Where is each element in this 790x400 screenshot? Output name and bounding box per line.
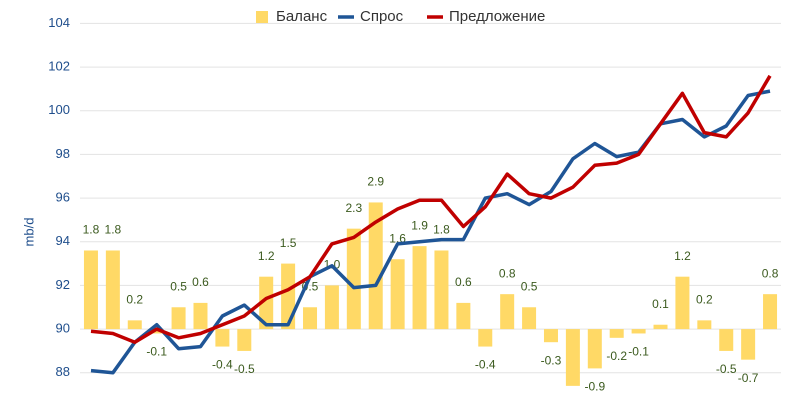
data-label: -0.1 bbox=[628, 345, 649, 359]
data-label: 1.2 bbox=[674, 249, 691, 263]
bar bbox=[149, 329, 164, 334]
bar bbox=[259, 276, 274, 330]
y-tick-label: 92 bbox=[56, 277, 70, 292]
bar bbox=[631, 329, 646, 334]
bar bbox=[719, 329, 734, 351]
line bbox=[90, 89, 771, 375]
data-label: 1.9 bbox=[411, 218, 428, 232]
data-label: 1.8 bbox=[433, 223, 450, 237]
data-label: -0.5 bbox=[716, 362, 737, 376]
data-label: 0.5 bbox=[521, 279, 538, 293]
data-label: 1.8 bbox=[83, 223, 100, 237]
data-label: -0.2 bbox=[606, 349, 627, 363]
bar bbox=[105, 250, 120, 330]
bar bbox=[653, 324, 668, 330]
bar bbox=[587, 329, 602, 369]
bar bbox=[281, 263, 296, 330]
bar bbox=[193, 302, 208, 330]
y-tick-label: 96 bbox=[56, 190, 70, 205]
bar bbox=[675, 276, 690, 330]
data-label: -0.3 bbox=[541, 353, 562, 367]
legend-label: Баланс bbox=[276, 8, 328, 25]
y-tick-label: 104 bbox=[48, 15, 70, 30]
bar bbox=[346, 228, 361, 330]
data-label: 0.2 bbox=[696, 293, 713, 307]
bar bbox=[324, 285, 339, 330]
legend-label: Спрос bbox=[360, 8, 404, 25]
bar bbox=[215, 329, 230, 347]
data-label: 1.5 bbox=[280, 236, 297, 250]
y-tick-label: 88 bbox=[56, 364, 70, 379]
legend-label: Предложение bbox=[449, 8, 545, 25]
bar bbox=[456, 302, 471, 330]
y-tick-label: 100 bbox=[48, 102, 70, 117]
data-label: 0.6 bbox=[455, 275, 472, 289]
data-label: -0.4 bbox=[212, 358, 233, 372]
bar bbox=[478, 329, 493, 347]
data-label: -0.4 bbox=[475, 358, 496, 372]
data-label: 2.9 bbox=[367, 175, 384, 189]
bar bbox=[741, 329, 756, 360]
y-tick-label: 98 bbox=[56, 146, 70, 161]
data-label: 2.3 bbox=[345, 201, 362, 215]
bar bbox=[368, 202, 383, 330]
y-axis-label: mb/d bbox=[21, 218, 36, 247]
data-label: -0.9 bbox=[584, 380, 605, 394]
data-label: -0.5 bbox=[234, 362, 255, 376]
bar bbox=[303, 307, 318, 330]
data-label: 1.2 bbox=[258, 249, 275, 263]
bar bbox=[763, 294, 778, 330]
data-label: -0.7 bbox=[738, 371, 759, 385]
line bbox=[90, 74, 772, 344]
bar bbox=[237, 329, 252, 351]
legend-swatch bbox=[256, 11, 268, 23]
bar bbox=[609, 329, 624, 338]
bar bbox=[434, 250, 449, 330]
data-label: 0.8 bbox=[762, 266, 779, 280]
bar bbox=[543, 329, 558, 343]
y-tick-label: 94 bbox=[56, 233, 70, 248]
data-label: 0.5 bbox=[170, 279, 187, 293]
bar bbox=[171, 307, 186, 330]
bar bbox=[522, 307, 537, 330]
bar bbox=[83, 250, 98, 330]
bar bbox=[412, 246, 427, 330]
data-label: 0.1 bbox=[652, 297, 669, 311]
data-label: 0.2 bbox=[126, 293, 143, 307]
data-label: 1.8 bbox=[105, 223, 122, 237]
data-label: -0.1 bbox=[146, 345, 167, 359]
bar bbox=[390, 259, 405, 330]
y-tick-label: 102 bbox=[48, 59, 70, 74]
data-label: 0.8 bbox=[499, 266, 516, 280]
bar bbox=[500, 294, 515, 330]
y-tick-label: 90 bbox=[56, 321, 70, 336]
bar bbox=[697, 320, 712, 330]
bar bbox=[565, 329, 580, 386]
data-label: 0.6 bbox=[192, 275, 209, 289]
bar bbox=[127, 320, 142, 330]
